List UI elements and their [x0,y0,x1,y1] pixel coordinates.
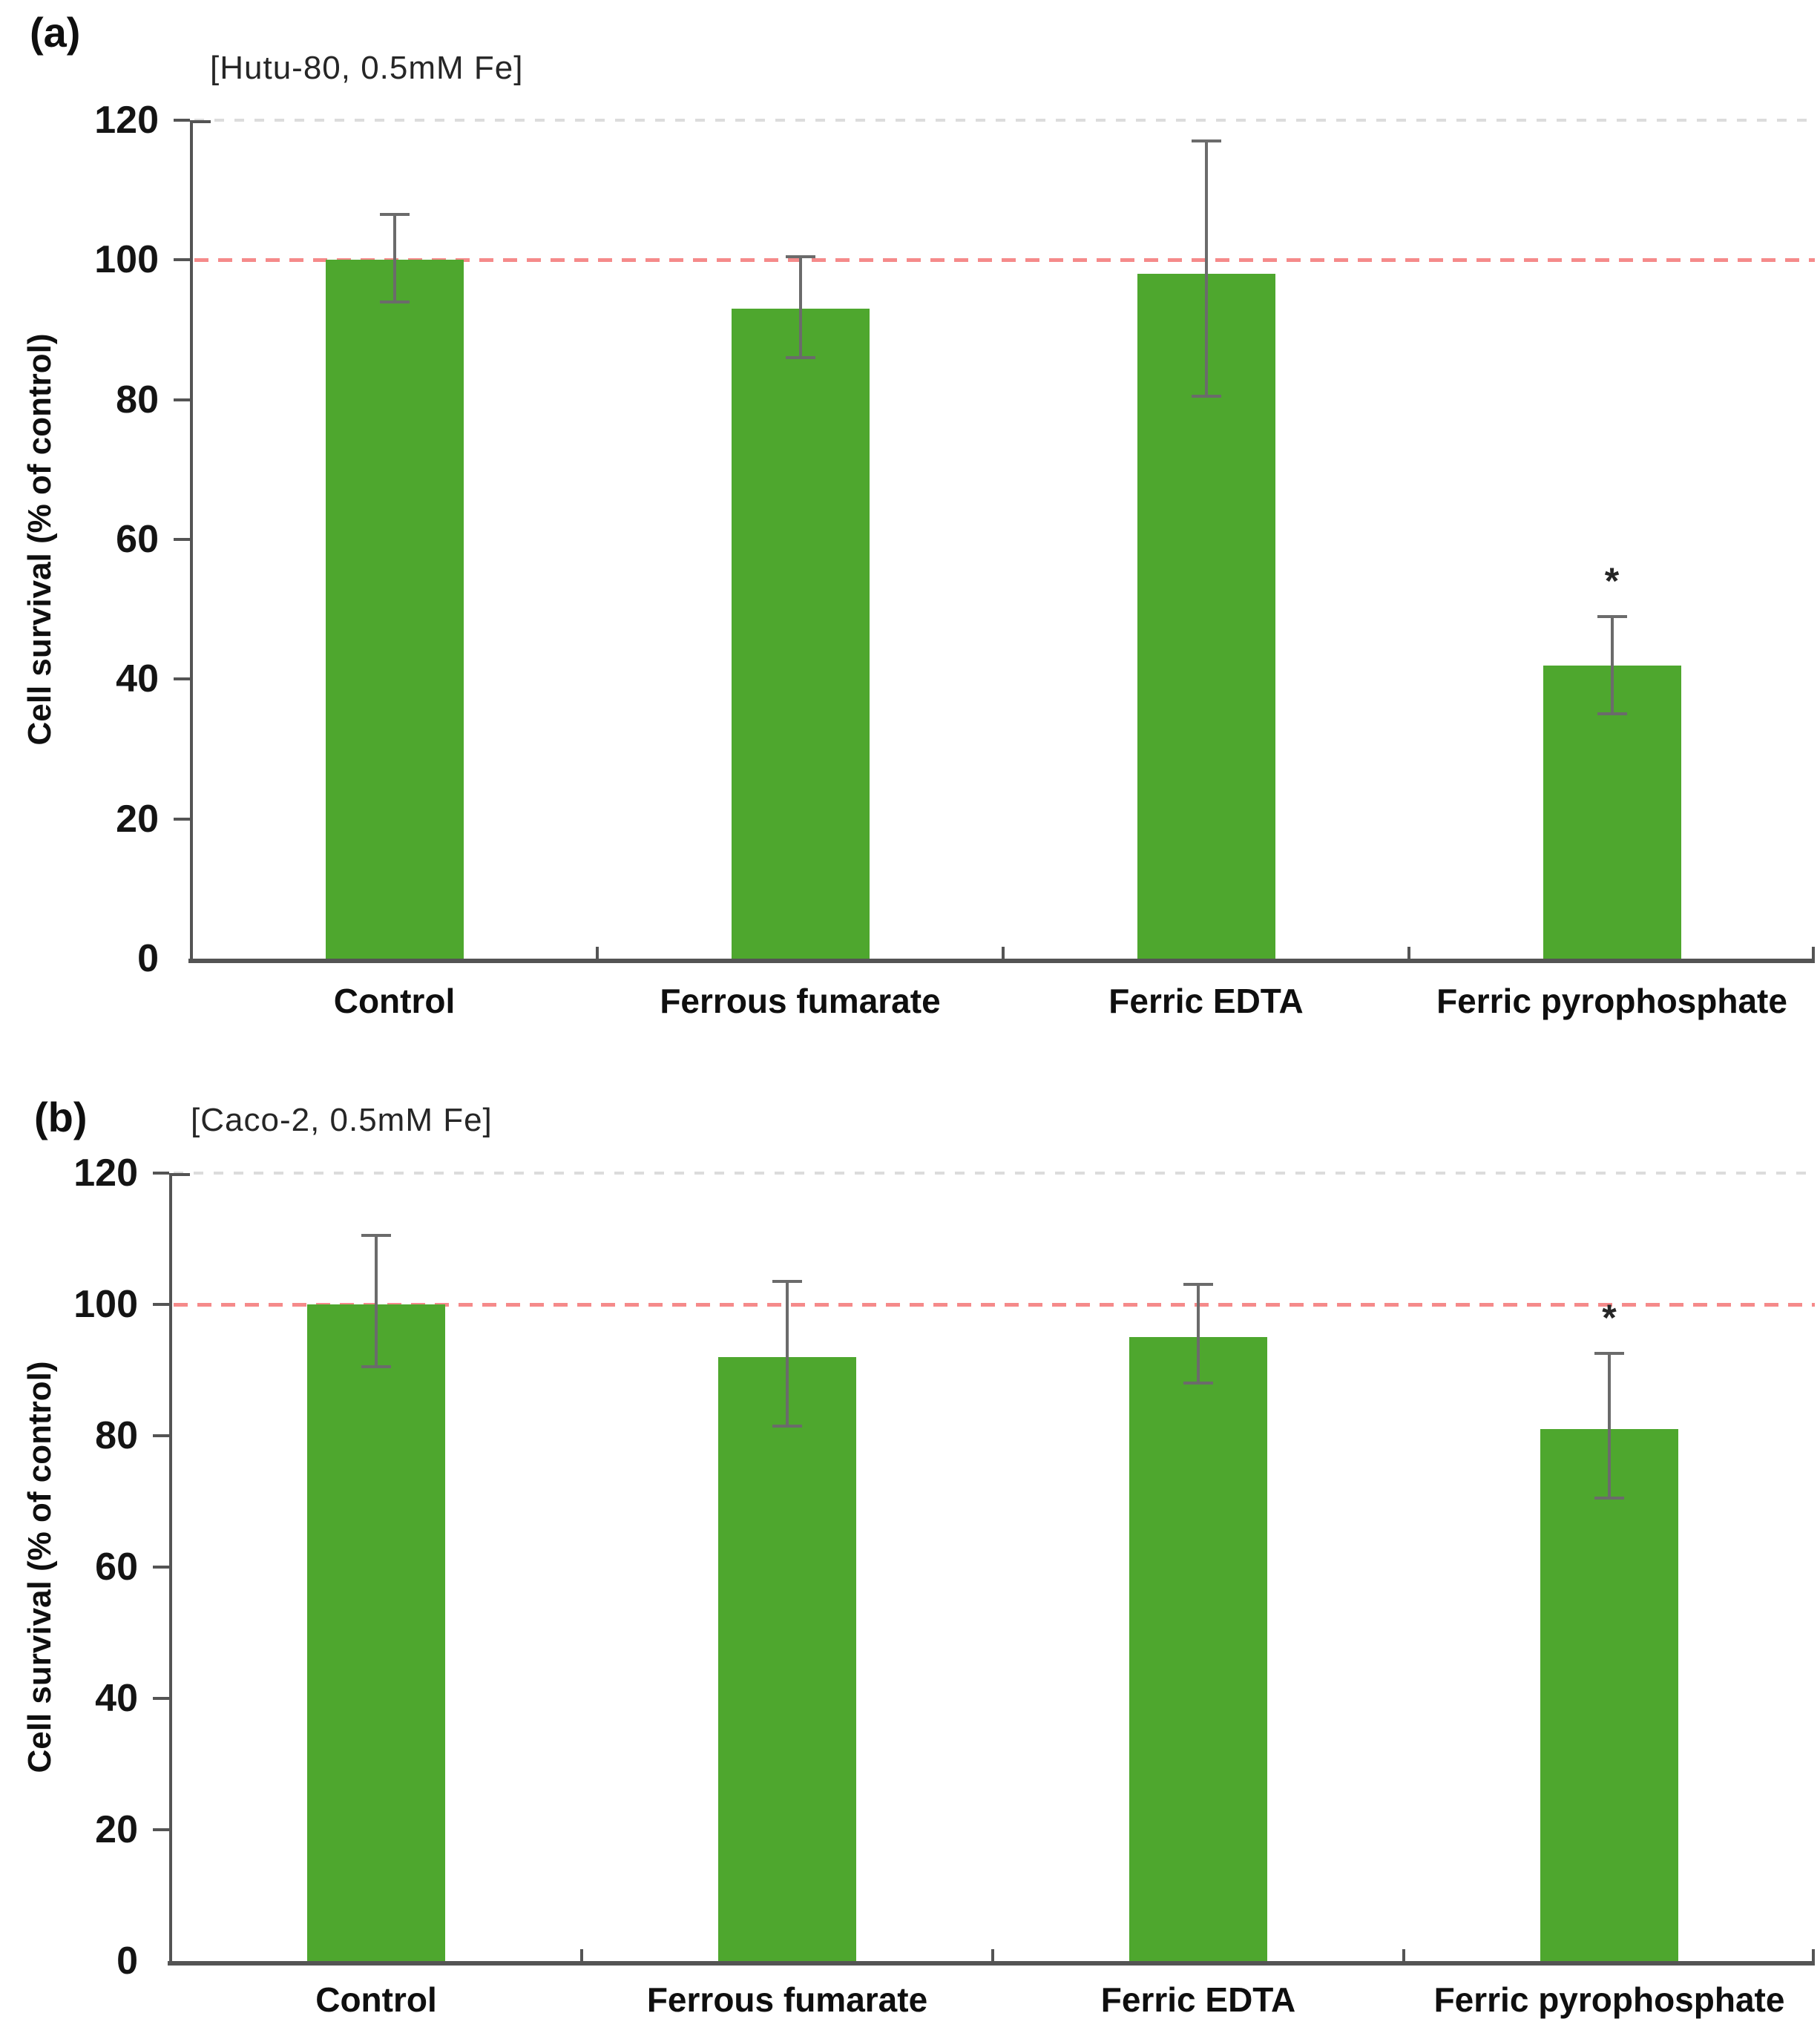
error-bar-bottom-cap [772,1424,802,1428]
y-tick-label: 20 [116,797,159,841]
y-axis-line [169,1173,172,1964]
y-axis-tick [153,1172,169,1175]
y-axis-top-tick [190,120,211,123]
error-bar-top-cap [1597,614,1627,618]
y-tick-label: 120 [94,99,159,142]
bar [325,260,464,959]
y-tick-label: 40 [116,657,159,701]
x-category-label: Ferric EDTA [1100,1980,1296,2019]
error-bar-top-cap [785,254,815,258]
significance-asterisk: * [1602,1297,1617,1339]
x-axis-tick [1402,1949,1405,1961]
y-axis-tick [174,677,190,681]
gridline-top [174,1172,1815,1175]
gridline-top [194,119,1815,122]
x-axis-line [168,1961,1815,1966]
error-bar [798,256,802,358]
error-bar-bottom-cap [1183,1382,1213,1385]
y-tick-label: 100 [73,1283,138,1326]
error-bar [1608,1353,1611,1499]
x-axis-tick [991,1949,994,1961]
x-axis-line [188,959,1815,963]
panel-b-chart-title: [Caco-2, 0.5mM Fe] [191,1102,493,1138]
error-bar-top-cap [1183,1283,1213,1287]
error-bar [786,1281,789,1426]
error-bar-bottom-cap [785,356,815,360]
error-bar-bottom-cap [1594,1497,1624,1500]
y-axis-tick [153,1434,169,1437]
x-axis-tick [1407,947,1410,959]
x-category-label: Ferric EDTA [1108,982,1304,1020]
x-category-label: Control [315,1980,437,2019]
x-axis-tick [596,947,599,959]
y-tick-label: 20 [95,1808,138,1851]
x-category-label: Ferrous fumarate [646,1980,928,2019]
x-category-label: Control [333,982,456,1020]
error-bar-bottom-cap [379,300,410,303]
error-bar [375,1235,378,1367]
y-axis-tick [153,1303,169,1306]
y-axis-tick [153,1697,169,1700]
y-tick-label: 80 [116,378,159,421]
error-bar-top-cap [379,213,410,217]
y-tick-label: 0 [116,1940,138,1983]
error-bar-top-cap [361,1234,391,1238]
panel-a-letter: (a) [30,9,81,56]
y-axis-tick [174,119,190,122]
panel-b-letter: (b) [34,1094,88,1140]
y-axis-tick [153,1828,169,1831]
panel-a-chart-title: [Hutu-80, 0.5mM Fe] [210,50,524,86]
y-tick-label: 60 [95,1546,138,1589]
error-bar [1197,1284,1200,1384]
y-axis-tick [174,817,190,821]
error-bar-top-cap [1594,1352,1624,1356]
y-tick-label: 120 [73,1152,138,1195]
error-bar-bottom-cap [1597,712,1627,716]
y-tick-label: 100 [94,238,159,282]
y-axis-tick [174,258,190,262]
error-bar [1610,616,1614,715]
x-axis-tick [1812,947,1815,959]
bar [718,1356,856,1961]
y-tick-label: 0 [137,937,159,980]
y-axis-line [190,120,193,962]
error-bar-bottom-cap [361,1365,391,1369]
error-bar-bottom-cap [1191,394,1221,398]
significance-asterisk: * [1604,559,1620,602]
bar [731,309,870,959]
x-category-label: Ferric pyrophosphate [1436,982,1787,1020]
error-bar [1204,141,1208,396]
error-bar-top-cap [772,1280,802,1284]
x-category-label: Ferrous fumarate [660,982,941,1020]
x-axis-tick [580,1949,583,1961]
bar [1540,1429,1678,1961]
error-bar-top-cap [1191,139,1221,143]
x-axis-tick [1812,1949,1815,1961]
y-axis-top-tick [169,1173,190,1176]
x-category-label: Ferric pyrophosphate [1433,1980,1785,2019]
y-axis-tick [153,1566,169,1569]
reference-line-100 [194,258,1815,263]
y-axis-tick [174,398,190,401]
y-axis-tick [174,538,190,541]
bar [1129,1337,1267,1961]
error-bar [392,214,396,302]
bar [307,1304,445,1961]
x-axis-tick [1002,947,1005,959]
y-tick-label: 40 [95,1677,138,1720]
reference-line-100 [174,1303,1815,1307]
y-tick-label: 80 [95,1414,138,1457]
y-tick-label: 60 [116,518,159,561]
